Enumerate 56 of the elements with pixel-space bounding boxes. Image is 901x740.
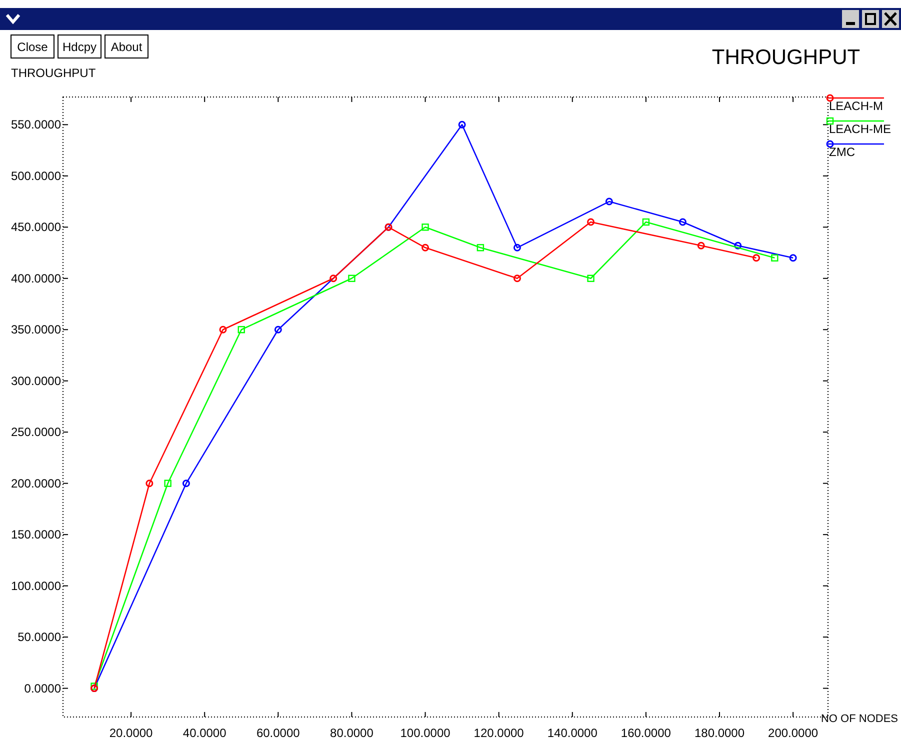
point [678, 218, 686, 226]
point [513, 244, 521, 252]
point [422, 224, 429, 231]
point [587, 218, 595, 226]
y-tick-label: 150.0000 [10, 528, 62, 542]
legend-label: LEACH-ME [829, 122, 892, 136]
x-tick-label: 80.0000 [330, 726, 374, 740]
y-tick-label: 400.0000 [10, 271, 62, 286]
chart-title: THROUGHPUT [712, 46, 860, 69]
point [348, 274, 356, 282]
x-tick-label: 40.0000 [182, 726, 227, 740]
point [164, 480, 172, 487]
text: Hdcpy [62, 40, 97, 54]
point [752, 254, 760, 262]
x-axis-title: NO OF NODES [820, 713, 898, 725]
x-tick-label: 20.0000 [109, 726, 154, 740]
x-tick-label: 200.0000 [768, 726, 818, 740]
point [587, 274, 594, 282]
y-axis-title: THROUGHPUT [11, 66, 96, 80]
y-tick-label: 300.0000 [10, 374, 62, 388]
point [789, 254, 797, 262]
point [146, 480, 154, 488]
y-tick-label: 0.0000 [24, 681, 62, 696]
y-tick-label: 250.0000 [10, 425, 62, 440]
point [605, 198, 613, 206]
text: Close [17, 40, 48, 54]
y-tick-label: 200.0000 [10, 476, 62, 490]
point [697, 242, 705, 250]
point [238, 326, 245, 334]
y-tick-label: 450.0000 [10, 220, 62, 234]
point [771, 254, 778, 262]
point [274, 326, 282, 334]
point [476, 244, 484, 252]
x-tick-label: 60.0000 [256, 726, 300, 740]
legend-label: ZMC [829, 145, 856, 159]
point [458, 120, 466, 128]
x-tick-label: 120.0000 [474, 726, 524, 740]
point [734, 242, 742, 250]
point [422, 244, 430, 252]
x-tick-label: 160.0000 [620, 726, 672, 740]
point [330, 274, 338, 282]
x-tick-label: 100.0000 [400, 726, 451, 740]
point [90, 682, 98, 690]
legend-label: LEACH-M [829, 99, 884, 113]
y-tick-label: 50.0000 [18, 630, 62, 644]
y-tick-label: 550.0000 [10, 118, 62, 132]
point [513, 274, 521, 282]
y-tick-label: 100.0000 [10, 578, 62, 593]
text: About [110, 40, 143, 54]
y-tick-label: 500.0000 [10, 168, 62, 183]
x-tick-label: 180.0000 [694, 726, 745, 740]
x-tick-label: 140.0000 [547, 726, 598, 740]
point [642, 218, 650, 226]
y-tick-label: 350.0000 [10, 322, 62, 337]
point [219, 326, 227, 334]
point [182, 480, 190, 488]
